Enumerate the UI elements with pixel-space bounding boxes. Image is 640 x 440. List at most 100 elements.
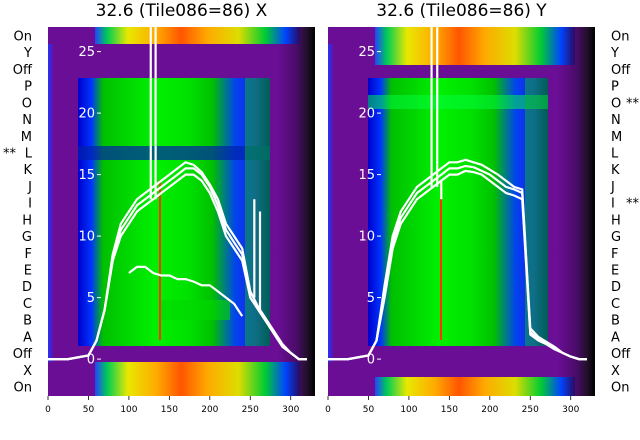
row-label: G	[611, 230, 621, 245]
row-label: B	[611, 314, 620, 329]
x-tick-label: 150	[441, 405, 458, 415]
row-label: F	[25, 247, 32, 262]
row-label: J	[610, 180, 615, 195]
heatmap-top-hot-band	[95, 27, 300, 44]
row-label: B	[23, 314, 32, 329]
row-label: P	[611, 80, 619, 95]
series-line	[48, 161, 307, 361]
heatmap-top-hot-band	[375, 27, 575, 65]
row-label: On	[611, 30, 629, 45]
row-label: G	[22, 230, 32, 245]
heatmap-stripe	[440, 180, 442, 340]
x-tick-label: 300	[562, 405, 579, 415]
row-label: I	[611, 197, 615, 212]
row-label: O	[22, 96, 32, 111]
x-tick-label: 100	[120, 405, 137, 415]
row-label: Y	[23, 46, 32, 61]
row-label: O	[611, 96, 621, 111]
row-label: L	[25, 147, 33, 162]
row-label: J	[27, 180, 32, 195]
row-label: E	[611, 264, 619, 279]
row-label: N	[22, 113, 32, 128]
y-tick-label: 25	[78, 45, 95, 60]
x-tick-label: 0	[45, 405, 51, 415]
row-label: X	[23, 364, 32, 379]
y-tick-label: 10	[78, 230, 95, 245]
x-tick-label: 0	[325, 405, 331, 415]
x-tick-label: 300	[282, 405, 299, 415]
chart-title: 32.6 (Tile086=86) Y	[376, 1, 547, 21]
row-label: K	[23, 163, 32, 178]
row-marker: **	[3, 147, 17, 162]
x-tick-label: 200	[201, 405, 218, 415]
row-label: On	[14, 381, 32, 396]
row-label: Y	[610, 46, 619, 61]
x-tick-label: 200	[481, 405, 498, 415]
row-label: P	[24, 80, 32, 95]
row-label: M	[21, 130, 32, 145]
row-label: Off	[13, 347, 33, 362]
row-label: D	[611, 280, 621, 295]
row-label: On	[611, 381, 629, 396]
y-tick-label: 0	[87, 353, 95, 368]
heatmap-stripe	[368, 95, 548, 109]
y-tick-label: 20	[78, 107, 95, 122]
heatmap-left-edge	[48, 44, 54, 362]
y-tick-label: 5	[87, 291, 95, 306]
row-marker: **	[626, 197, 640, 212]
row-label: C	[23, 297, 32, 312]
row-label: F	[611, 247, 618, 262]
y-tick-labels: 0 5 10 15 20 25	[78, 45, 101, 368]
row-label: On	[14, 30, 32, 45]
row-label: A	[23, 330, 32, 345]
row-label: N	[611, 113, 621, 128]
chart-title: 32.6 (Tile086=86) X	[96, 1, 268, 21]
row-label: L	[611, 147, 619, 162]
row-label: E	[24, 264, 32, 279]
y-tick-label: 25	[358, 45, 375, 60]
heatmap-stripe	[159, 180, 161, 340]
heatmap-bottom-hot-band	[375, 377, 575, 396]
heatmap-main-band	[368, 78, 548, 346]
heatmap-left-edge	[328, 44, 334, 362]
x-tick-label: 100	[400, 405, 417, 415]
y-tick-label: 10	[358, 230, 375, 245]
heatmap-stripe	[245, 78, 270, 346]
y-tick-label: 20	[358, 107, 375, 122]
y-tick-label: 15	[78, 168, 95, 183]
row-label: C	[611, 297, 620, 312]
heatmap-bottom-hot-band	[95, 362, 300, 396]
row-label: K	[611, 163, 620, 178]
row-label: I	[28, 197, 32, 212]
heatmap-stripe	[525, 78, 548, 346]
y-tick-label: 5	[367, 291, 375, 306]
x-tick-label: 250	[242, 405, 259, 415]
row-label: Off	[611, 63, 631, 78]
row-label: Off	[13, 63, 33, 78]
x-tick-label: 50	[83, 405, 95, 415]
y-tick-labels: 0 5 10 15 20 25	[358, 45, 381, 368]
row-label: H	[22, 213, 32, 228]
x-tick-labels: 0 50 100 150 200 250 300	[325, 396, 580, 415]
y-tick-label: 0	[367, 353, 375, 368]
y-tick-label: 15	[358, 168, 375, 183]
x-tick-label: 150	[161, 405, 178, 415]
row-label: Off	[611, 347, 631, 362]
row-label: A	[611, 330, 620, 345]
series-line	[328, 158, 587, 361]
row-label: M	[611, 130, 622, 145]
row-label: X	[611, 364, 620, 379]
row-marker: **	[626, 96, 640, 111]
row-label: H	[611, 213, 621, 228]
series-line	[128, 265, 244, 317]
heatmap-stripe	[78, 146, 270, 160]
x-tick-label: 250	[522, 405, 539, 415]
overlay-lines	[48, 27, 307, 361]
x-tick-labels: 0 50 100 150 200 250 300	[45, 396, 300, 415]
row-label: D	[22, 280, 32, 295]
